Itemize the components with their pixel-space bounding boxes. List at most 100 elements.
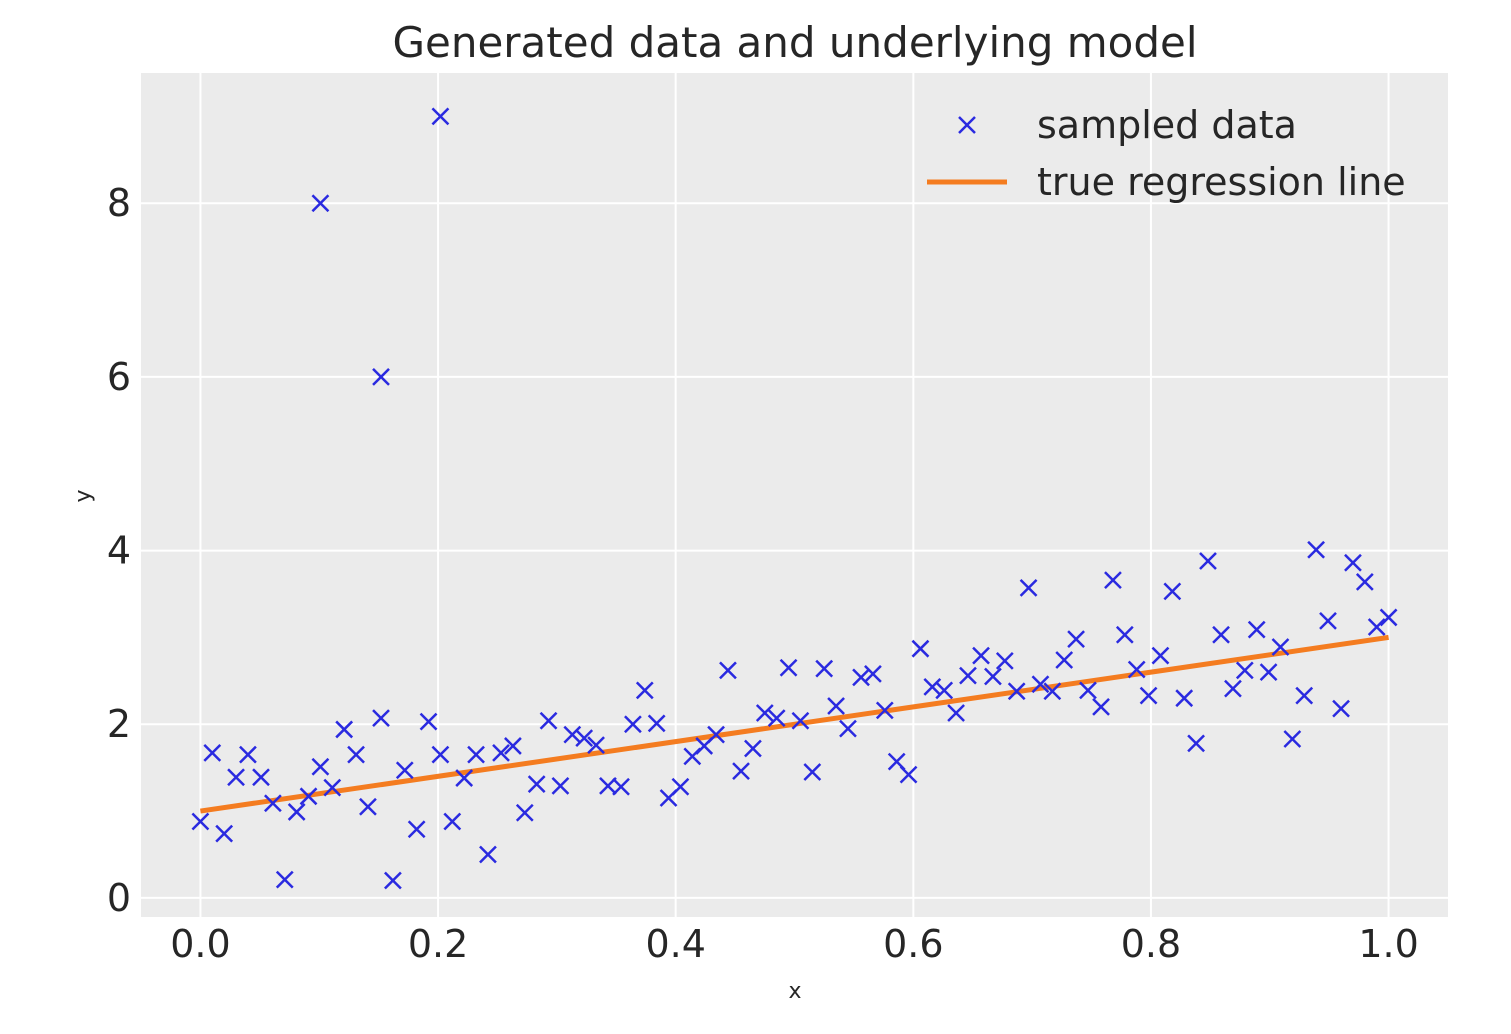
data-point xyxy=(624,715,642,734)
data-point xyxy=(287,803,306,821)
y-tick-label: 6 xyxy=(107,355,131,399)
data-point xyxy=(563,725,582,744)
data-point xyxy=(995,651,1014,670)
data-point xyxy=(1007,682,1026,701)
data-point xyxy=(431,745,450,764)
scatter-points-layer xyxy=(191,107,1398,890)
data-point xyxy=(252,768,270,787)
data-point xyxy=(1344,553,1362,572)
data-point xyxy=(479,845,497,864)
data-point xyxy=(1355,572,1374,591)
chart-title: Generated data and underlying model xyxy=(392,18,1197,67)
data-point xyxy=(959,666,977,685)
data-point xyxy=(1271,638,1290,656)
data-point xyxy=(1055,651,1074,669)
data-point xyxy=(455,769,474,787)
data-point xyxy=(1283,730,1302,748)
data-point xyxy=(1151,646,1170,665)
data-point xyxy=(323,778,342,797)
data-point xyxy=(527,775,546,794)
data-point xyxy=(1104,571,1122,589)
x-tick-label: 0.8 xyxy=(1121,922,1181,966)
y-tick-label: 8 xyxy=(107,181,131,225)
y-tick-label: 0 xyxy=(107,876,131,920)
data-point xyxy=(384,871,402,890)
data-point xyxy=(767,709,786,728)
data-point xyxy=(839,719,857,738)
data-point xyxy=(372,368,390,386)
data-point xyxy=(755,704,774,722)
data-point xyxy=(1235,661,1254,680)
y-gridlines xyxy=(141,202,1448,899)
data-point xyxy=(264,794,282,813)
data-point xyxy=(852,668,870,687)
data-point xyxy=(815,659,834,678)
data-point xyxy=(347,745,365,764)
data-point xyxy=(791,711,810,730)
data-point xyxy=(923,678,942,696)
data-point xyxy=(1043,682,1062,701)
data-point xyxy=(575,729,594,748)
legend: sampled data true regression line xyxy=(927,103,1406,204)
data-point xyxy=(744,739,762,758)
x-tick-label: 1.0 xyxy=(1358,922,1418,966)
data-point xyxy=(947,704,965,722)
data-point xyxy=(419,712,438,731)
data-point xyxy=(875,701,894,720)
data-point xyxy=(1019,579,1038,597)
data-point xyxy=(504,737,522,755)
plot-background xyxy=(141,73,1448,917)
data-point xyxy=(732,762,750,781)
data-point xyxy=(443,812,462,831)
data-point xyxy=(275,870,294,889)
data-point xyxy=(899,765,918,784)
data-point xyxy=(335,720,354,739)
data-point xyxy=(1379,608,1398,627)
x-tick-labels: 0.0 0.2 0.4 0.6 0.8 1.0 xyxy=(170,922,1419,966)
data-point xyxy=(395,761,414,780)
data-point xyxy=(972,646,990,665)
data-point xyxy=(635,681,654,700)
data-point xyxy=(864,664,882,683)
data-point xyxy=(551,777,570,795)
data-point xyxy=(612,777,630,796)
data-point xyxy=(515,803,534,822)
data-point xyxy=(239,745,257,764)
y-axis-label: y xyxy=(71,489,96,502)
data-point xyxy=(431,107,450,126)
data-point xyxy=(911,639,930,658)
y-tick-labels: 0 2 4 6 8 xyxy=(107,181,131,920)
data-point xyxy=(1367,618,1386,636)
data-point xyxy=(935,681,954,700)
data-point xyxy=(1212,625,1230,644)
data-point xyxy=(707,725,725,744)
data-point xyxy=(1259,663,1278,682)
regression-line xyxy=(200,634,1389,814)
regression-line-layer xyxy=(200,634,1389,814)
data-point xyxy=(407,820,426,839)
x-tick-label: 0.6 xyxy=(883,922,943,966)
data-point xyxy=(803,763,822,781)
data-point xyxy=(984,667,1002,686)
data-point xyxy=(647,714,666,733)
x-axis-label: x xyxy=(788,979,801,1004)
data-point xyxy=(1115,625,1134,644)
data-point xyxy=(227,768,245,787)
data-point xyxy=(1332,699,1350,718)
data-point xyxy=(1247,620,1266,639)
data-point xyxy=(467,745,485,764)
data-point xyxy=(671,777,690,796)
data-point xyxy=(311,194,330,213)
data-point xyxy=(1307,540,1325,559)
data-point xyxy=(492,744,510,762)
data-point xyxy=(311,757,330,776)
data-point xyxy=(1163,582,1182,601)
data-point xyxy=(827,697,845,715)
data-point xyxy=(1079,681,1097,700)
data-point xyxy=(299,787,318,806)
data-point xyxy=(1199,552,1217,570)
data-point xyxy=(1127,660,1146,679)
legend-label-sampled-data: sampled data xyxy=(1037,103,1297,147)
x-tick-label: 0.4 xyxy=(645,922,705,966)
